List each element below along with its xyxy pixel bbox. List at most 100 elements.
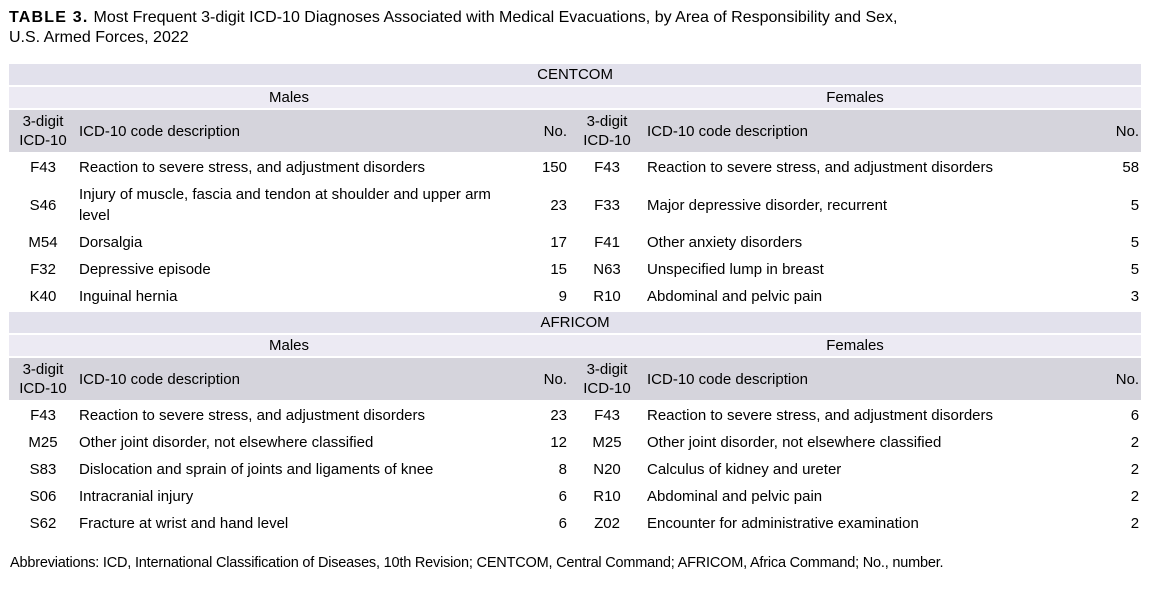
code-column-header: 3-digit ICD-10: [9, 110, 77, 154]
description-column-header: ICD-10 code description: [77, 110, 517, 154]
table-title-line1: Most Frequent 3-digit ICD-10 Diagnoses A…: [93, 9, 898, 26]
count-cell: 58: [1122, 159, 1140, 176]
column-header-row: 3-digit ICD-10 ICD-10 code description N…: [9, 110, 1142, 154]
icd-code-cell: F32: [30, 261, 56, 278]
code-column-header: 3-digit ICD-10: [569, 110, 645, 154]
description-cell: Encounter for administrative examination: [647, 515, 919, 532]
sex-header-row: Males Females: [9, 87, 1142, 110]
table-title-line2: U.S. Armed Forces, 2022: [9, 28, 189, 46]
icd-diagnoses-table: CENTCOM Males Females 3-digit ICD-10 ICD…: [9, 62, 1142, 537]
icd-code-cell: R10: [593, 488, 621, 505]
icd-code-cell: N63: [593, 261, 621, 278]
icd-code-cell: M54: [28, 234, 58, 251]
footnote: Abbreviations: ICD, International Classi…: [10, 555, 944, 571]
table-row: S06 Intracranial injury 6 R10 Abdominal and …: [9, 483, 1141, 510]
description-column-header: ICD-10 code description: [77, 358, 517, 402]
icd-code-cell: R10: [593, 288, 621, 305]
description-cell: Unspecified lump in breast: [647, 261, 824, 278]
icd-code-cell: F41: [594, 234, 620, 251]
description-cell: Calculus of kidney and ureter: [647, 461, 842, 478]
count-cell: 6: [558, 488, 567, 505]
description-cell: Fracture at wrist and hand level: [79, 515, 289, 532]
description-cell: Reaction to severe stress, and adjustmen…: [79, 159, 426, 176]
column-header-row: 3-digit ICD-10 ICD-10 code description N…: [9, 358, 1142, 402]
icd-code-cell: M25: [592, 434, 622, 451]
table-row: M25 Other joint disorder, not elsewhere c…: [9, 429, 1141, 456]
icd-code-cell: F43: [594, 407, 620, 424]
description-cell: Depressive episode: [79, 261, 211, 278]
code-column-header: 3-digit ICD-10: [9, 358, 77, 402]
table-row: S46 Injury of muscle, fascia and tendon a…: [9, 181, 1141, 229]
description-cell: Inguinal hernia: [79, 288, 178, 305]
icd-code-cell: F33: [594, 196, 620, 214]
icd-code-cell: M25: [28, 434, 58, 451]
table-row: M54 Dorsalgia 17 F41 Other anxiety disorders…: [9, 229, 1141, 256]
description-column-header: ICD-10 code description: [645, 358, 1085, 402]
icd-code-cell: S83: [29, 461, 57, 478]
males-header: Males: [9, 335, 569, 358]
count-cell: 15: [550, 261, 567, 278]
section-header-row: CENTCOM: [9, 62, 1142, 87]
count-column-header: No.: [1085, 358, 1142, 402]
sex-header-row: Males Females: [9, 335, 1142, 358]
count-cell: 6: [1130, 407, 1140, 424]
code-column-header: 3-digit ICD-10: [569, 358, 645, 402]
icd-code-cell: Z02: [594, 515, 620, 532]
females-header: Females: [569, 87, 1142, 110]
icd-code-cell: S46: [29, 196, 57, 214]
count-cell: 23: [550, 196, 567, 214]
count-cell: 6: [558, 515, 567, 532]
table-row: S83 Dislocation and sprain of joints and …: [9, 456, 1141, 483]
icd-code-cell: N20: [593, 461, 621, 478]
icd-code-cell: F43: [30, 159, 56, 176]
count-column-header: No.: [1085, 110, 1142, 154]
count-cell: 5: [1130, 196, 1140, 214]
count-cell: 5: [1130, 234, 1140, 251]
table-number-label: TABLE 3.: [9, 9, 89, 26]
count-cell: 150: [541, 159, 567, 176]
table-row: F32 Depressive episode 15 N63 Unspecified lu…: [9, 256, 1141, 283]
description-cell: Dorsalgia: [79, 234, 143, 251]
section-title-africom: AFRICOM: [9, 310, 1142, 335]
icd-code-cell: S62: [29, 515, 57, 532]
description-cell: Other joint disorder, not elsewhere clas…: [647, 434, 942, 451]
count-cell: 9: [558, 288, 567, 305]
count-cell: 3: [1130, 288, 1140, 305]
description-cell: Injury of muscle, fascia and tendon at s…: [79, 186, 491, 224]
icd-code-cell: S06: [29, 488, 57, 505]
icd-code-cell: F43: [594, 159, 620, 176]
icd-code-cell: F43: [30, 407, 56, 424]
table-title: TABLE 3. Most Frequent 3-digit ICD-10 Dia…: [9, 8, 1089, 47]
count-cell: 17: [550, 234, 567, 251]
description-column-header: ICD-10 code description: [645, 110, 1085, 154]
description-cell: Reaction to severe stress, and adjustmen…: [647, 159, 994, 176]
count-column-header: No.: [517, 358, 569, 402]
description-cell: Other joint disorder, not elsewhere clas…: [79, 434, 374, 451]
description-cell: Reaction to severe stress, and adjustmen…: [647, 407, 994, 424]
table-row: F43 Reaction to severe stress, and adjust…: [9, 402, 1141, 429]
description-cell: Intracranial injury: [79, 488, 194, 505]
table-row: K40 Inguinal hernia 9 R10 Abdominal and pelv…: [9, 283, 1141, 310]
description-cell: Other anxiety disorders: [647, 234, 803, 251]
description-cell: Abdominal and pelvic pain: [647, 488, 823, 505]
count-cell: 2: [1130, 461, 1140, 478]
count-cell: 12: [550, 434, 567, 451]
section-header-row: AFRICOM: [9, 310, 1142, 335]
males-header: Males: [9, 87, 569, 110]
description-cell: Major depressive disorder, recurrent: [647, 196, 888, 214]
description-cell: Abdominal and pelvic pain: [647, 288, 823, 305]
count-cell: 23: [550, 407, 567, 424]
count-cell: 8: [558, 461, 567, 478]
description-cell: Reaction to severe stress, and adjustmen…: [79, 407, 426, 424]
section-title-centcom: CENTCOM: [9, 62, 1142, 87]
table-row: S62 Fracture at wrist and hand level 6 Z02 E…: [9, 510, 1141, 537]
table-row: F43 Reaction to severe stress, and adjust…: [9, 154, 1141, 181]
count-cell: 2: [1130, 515, 1140, 532]
description-cell: Dislocation and sprain of joints and lig…: [79, 461, 434, 478]
count-cell: 2: [1130, 488, 1140, 505]
count-column-header: No.: [517, 110, 569, 154]
count-cell: 5: [1130, 261, 1140, 278]
females-header: Females: [569, 335, 1142, 358]
count-cell: 2: [1130, 434, 1140, 451]
icd-code-cell: K40: [29, 288, 57, 305]
